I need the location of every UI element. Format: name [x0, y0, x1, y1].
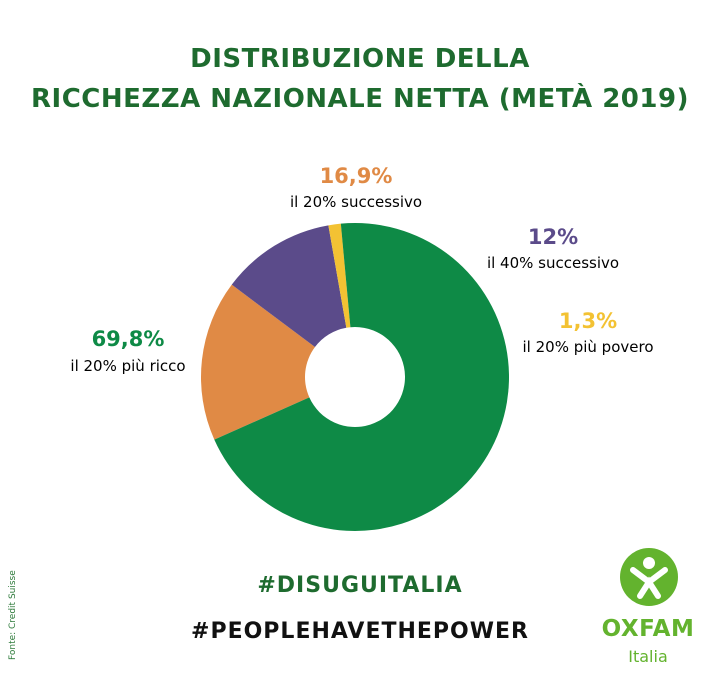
slice-value-label-0: 16,9% [320, 164, 393, 188]
oxfam-logo-subtitle: Italia [628, 647, 668, 666]
slice-category-label-3: il 20% più ricco [70, 357, 185, 375]
hashtag-peoplehavethepower: #PEOPLEHAVETHEPOWER [191, 619, 529, 644]
hashtag-disuguitalia: #DISUGUITALIA [257, 573, 463, 598]
slice-category-label-1: il 40% successivo [487, 254, 619, 272]
slice-2 [328, 223, 351, 328]
slice-value-label-3: 69,8% [92, 327, 165, 351]
source-note: Fonte: Credit Suisse [8, 570, 18, 660]
slice-value-label-2: 1,3% [559, 309, 617, 333]
slice-category-label-2: il 20% più povero [523, 338, 654, 356]
slice-category-label-0: il 20% successivo [290, 193, 422, 211]
slice-3 [214, 223, 509, 531]
slice-0 [200, 284, 315, 440]
chart-title-line2: RICCHEZZA NAZIONALE NETTA (METÀ 2019) [31, 84, 689, 114]
slice-1 [231, 225, 347, 348]
oxfam-figure-icon [620, 548, 678, 606]
oxfam-logo-text: OXFAM [601, 616, 695, 642]
slice-value-label-1: 12% [528, 225, 578, 249]
chart-title-line1: DISTRIBUZIONE DELLA [190, 44, 530, 74]
